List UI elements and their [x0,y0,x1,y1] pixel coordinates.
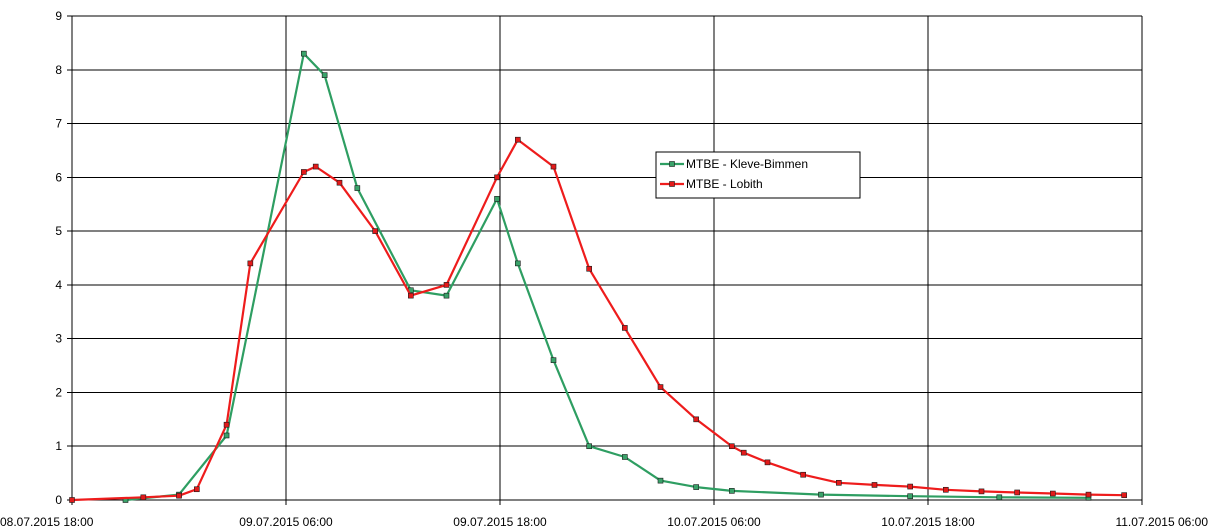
data-point [550,163,557,170]
legend-label: MTBE - Lobith [686,177,763,191]
data-point [515,260,521,267]
data-point [1050,490,1056,497]
data-point [354,185,361,191]
y-tick-label: 4 [55,278,62,292]
y-tick-label: 7 [55,117,62,131]
data-point [693,416,699,423]
data-point [247,260,254,267]
y-tick-label: 9 [55,9,62,23]
data-point [622,325,628,331]
grid [71,15,1143,501]
legend-box [655,151,861,199]
data-point [764,459,771,466]
data-point [1014,489,1020,496]
x-tick-label: 10.07.2015 18:00 [881,515,975,529]
data-point [978,488,985,495]
x-tick-label: 09.07.2015 06:00 [239,515,333,529]
x-tick-label: 10.07.2015 06:00 [667,515,761,529]
data-point [321,72,328,78]
data-point [312,163,319,170]
data-point [943,486,949,493]
series-line [125,52,1089,502]
data-point [729,488,735,494]
data-point [515,136,521,143]
x-tick-label: 09.07.2015 18:00 [453,515,547,529]
y-tick-label: 6 [55,170,62,184]
data-point [836,479,842,486]
data-point [907,493,913,500]
y-tick-label: 2 [55,385,62,399]
data-point [1121,492,1127,498]
legend-swatch-marker [669,181,675,187]
data-point [693,484,699,490]
data-point [586,265,592,272]
data-point [301,50,307,57]
data-point [223,432,230,439]
y-tick-label: 5 [55,224,62,238]
data-point [443,292,450,299]
series-2 [69,136,1127,503]
y-tick-label: 8 [55,63,62,77]
series-line [71,138,1125,502]
data-point [140,494,147,501]
legend-label: MTBE - Kleve-Bimmen [686,157,808,171]
legend: MTBE - Kleve-Bimmen MTBE - Lobith [655,151,861,199]
data-point [223,421,230,428]
data-point [336,179,343,186]
data-point [494,196,500,202]
data-point [372,228,378,234]
data-point [740,449,747,456]
series-1 [122,50,1092,503]
y-tick-label: 0 [55,493,62,507]
data-point [494,174,500,181]
x-tick-label: 08.07.2015 18:00 [0,515,94,529]
data-point [550,357,557,363]
series-area [69,50,1127,503]
legend-swatch-marker [669,161,675,167]
data-point [1085,491,1092,498]
data-point [996,494,1003,501]
y-tick-label: 3 [55,332,62,346]
data-point [800,471,806,478]
data-point [907,483,913,490]
data-point [657,384,664,390]
data-point [622,454,628,460]
y-tick-label: 1 [55,439,62,453]
data-point [443,282,450,288]
data-point [301,169,307,175]
data-point [586,443,592,450]
data-point [194,486,200,493]
data-point [176,492,182,499]
data-point [818,491,824,498]
axes: 0 1 2 3 4 5 6 7 8 9 08.07.2015 18:00 09.07.2015 06:… [0,9,1208,529]
x-tick-label: 11.07.2015 06:00 [1115,515,1208,529]
data-point [729,443,735,450]
data-point [408,292,414,299]
data-point [657,477,664,484]
data-point [69,497,75,503]
data-point [871,482,878,488]
